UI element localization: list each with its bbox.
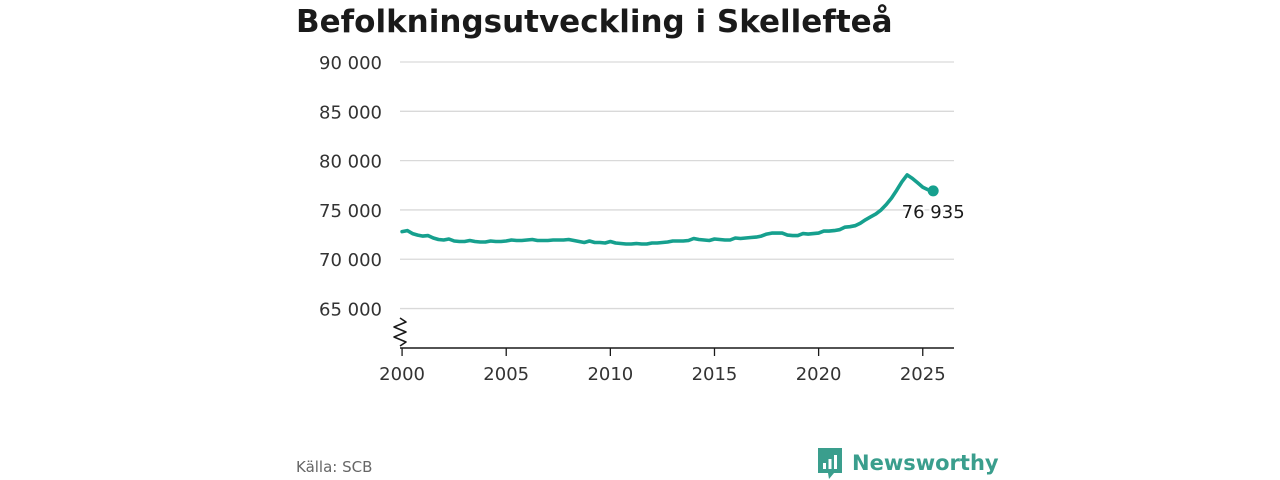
newsworthy-logo[interactable]: Newsworthy: [816, 446, 999, 480]
population-series-line: [400, 173, 935, 246]
gridlines: [400, 61, 954, 310]
x-tick-label: 2025: [900, 364, 946, 385]
newsworthy-wordmark: Newsworthy: [852, 451, 999, 475]
x-tick-label: 2005: [483, 364, 529, 385]
source-note: Källa: SCB: [296, 458, 373, 476]
y-tick-label: 80 000: [319, 152, 382, 173]
newsworthy-logo-icon: [818, 448, 842, 479]
x-tick-label: 2020: [796, 364, 842, 385]
y-tick-label: 65 000: [319, 300, 382, 321]
y-tick-label: 70 000: [319, 250, 382, 271]
x-axis-ticks: [401, 348, 924, 356]
y-axis-tick-labels: 65 000 70 000 75 000 80 000 85 000 90 000: [319, 53, 382, 321]
population-line-chart: 65 000 70 000 75 000 80 000 85 000 90 000 200…: [319, 53, 967, 385]
y-tick-label: 85 000: [319, 102, 382, 123]
latest-value-point: [927, 185, 939, 197]
chart-title: Befolkningsutveckling i Skellefteå: [296, 4, 893, 40]
y-tick-label: 75 000: [319, 201, 382, 222]
x-tick-label: 2000: [379, 364, 425, 385]
y-tick-label: 90 000: [319, 53, 382, 74]
axis-break-icon: [393, 317, 407, 347]
x-tick-label: 2010: [587, 364, 633, 385]
x-tick-label: 2015: [692, 364, 738, 385]
x-axis-tick-labels: 2000 2005 2010 2015 2020 2025: [379, 364, 945, 385]
latest-value-label: 76 935: [902, 202, 965, 223]
